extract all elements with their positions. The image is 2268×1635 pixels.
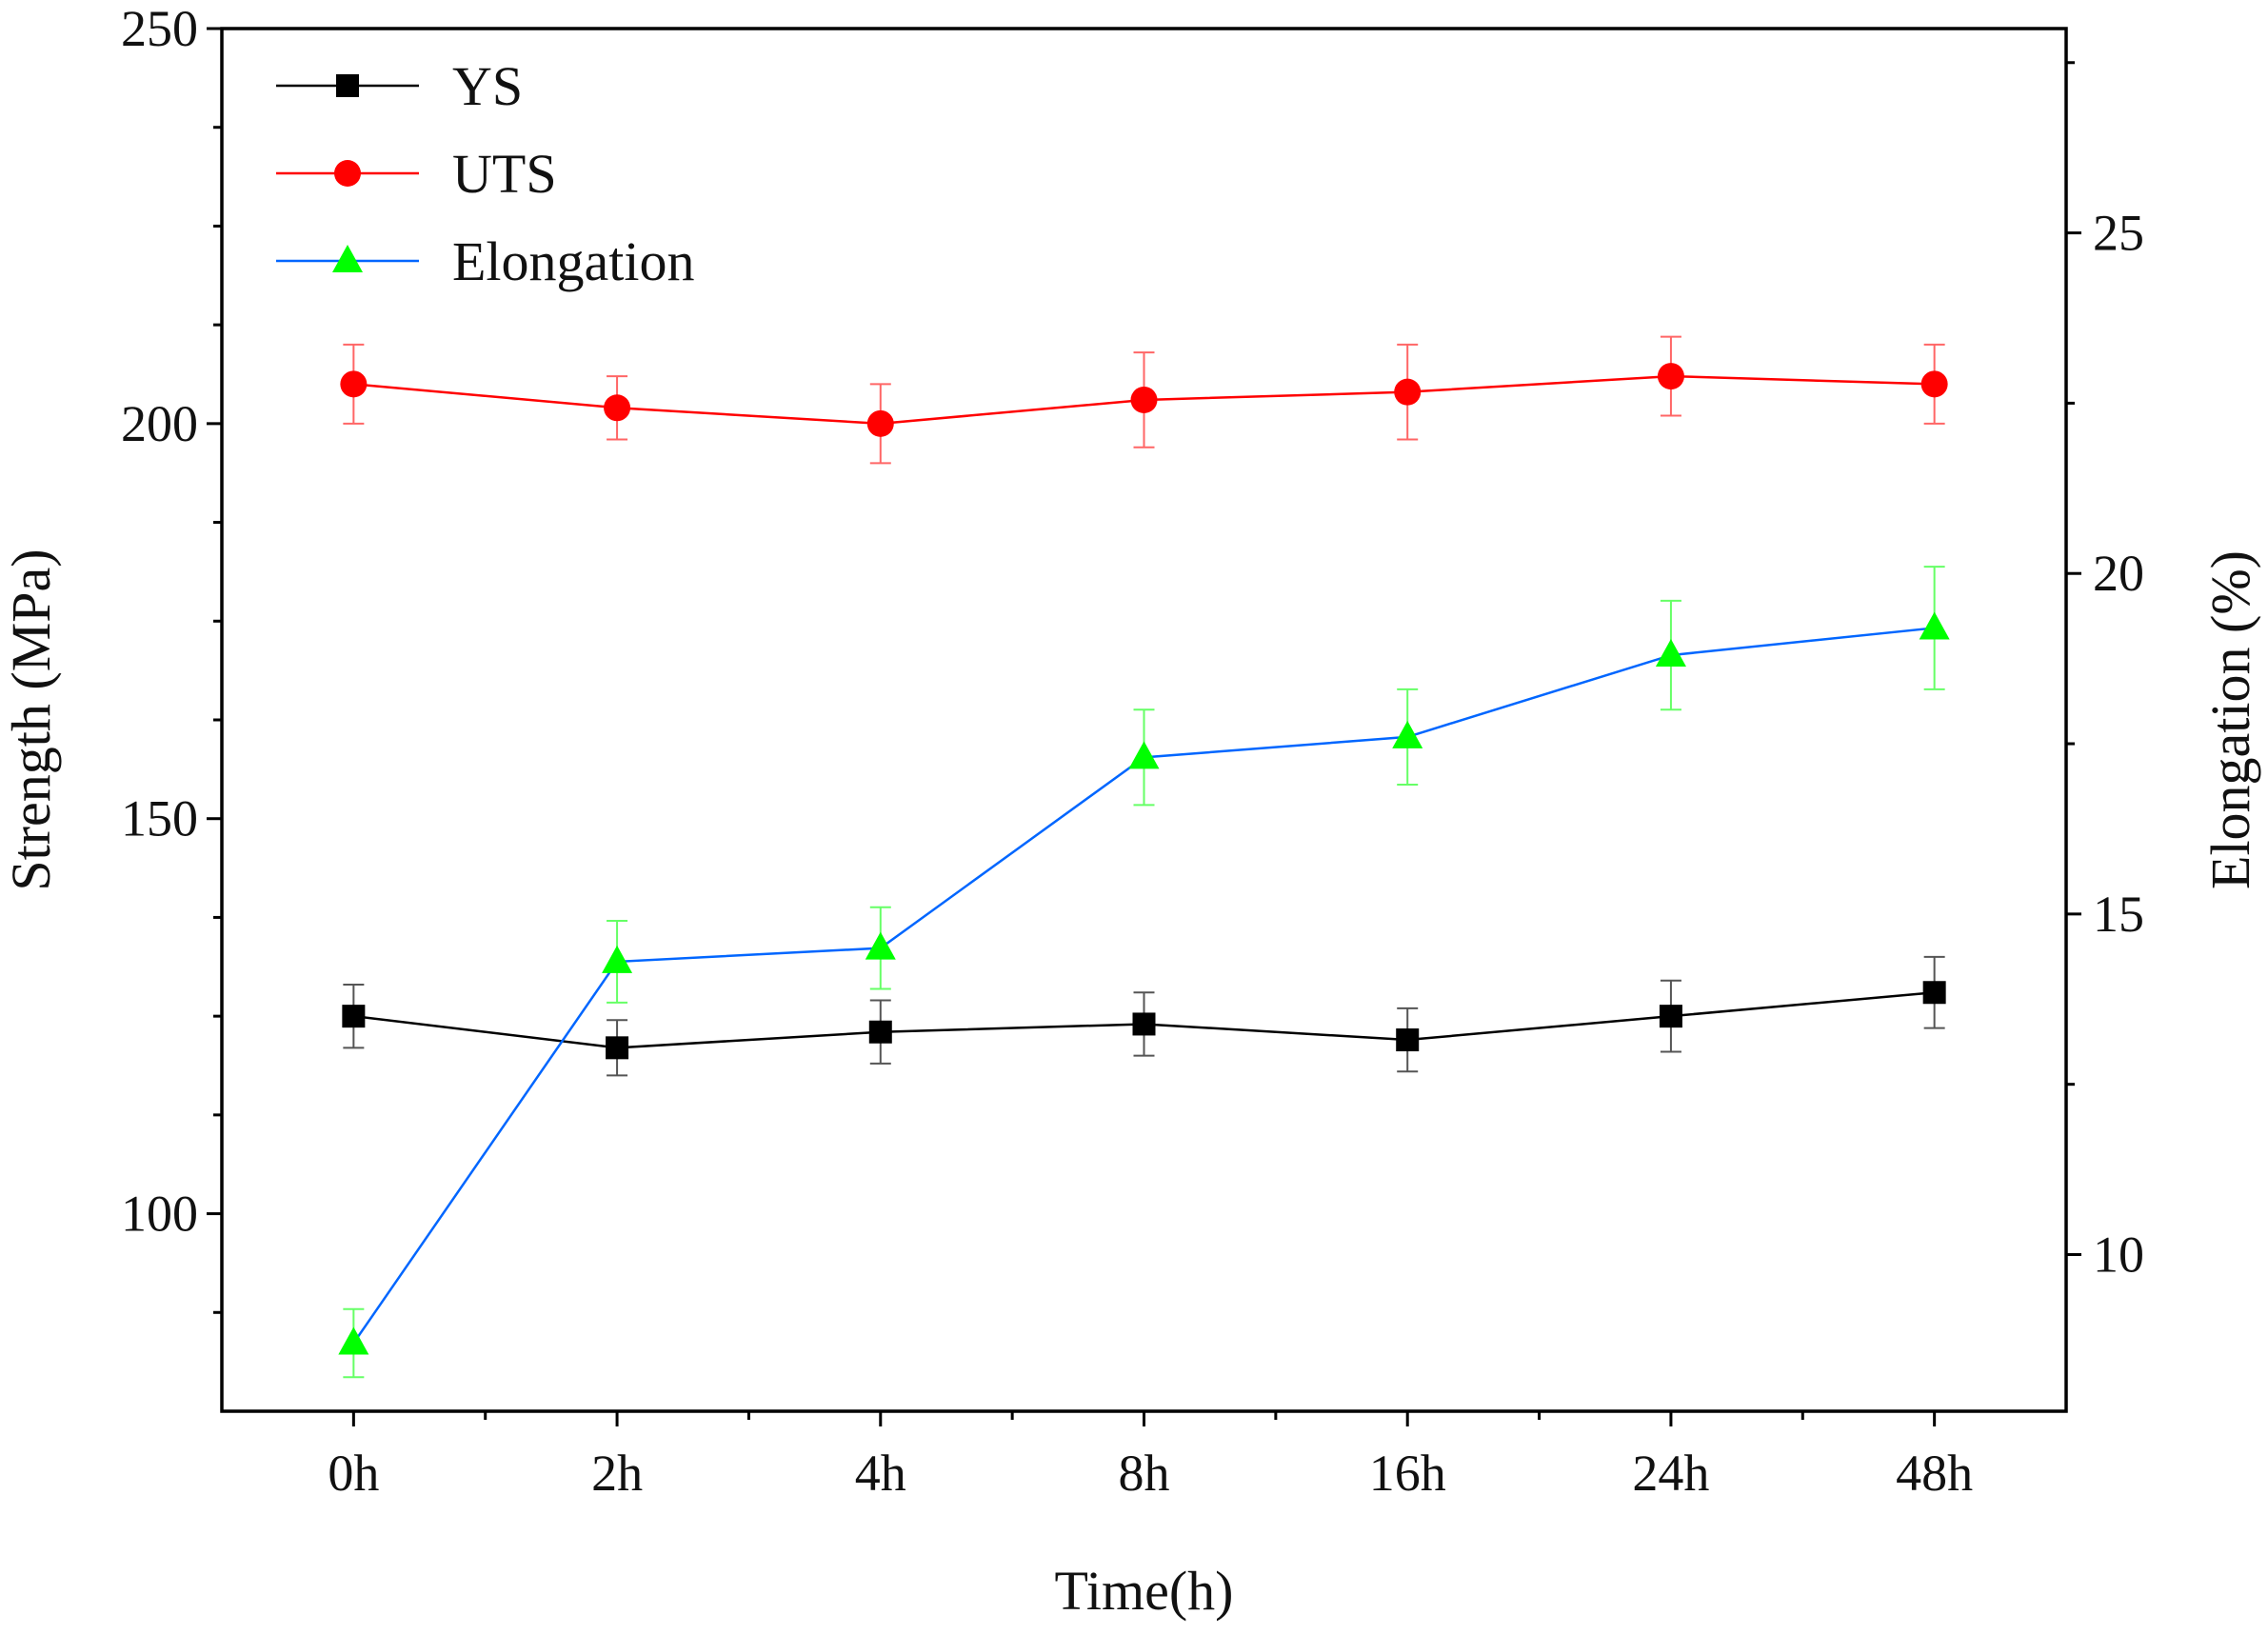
data-point-square bbox=[342, 1005, 366, 1028]
data-point-circle bbox=[866, 409, 894, 437]
data-point-triangle bbox=[1392, 720, 1423, 748]
x-tick-label: 16h bbox=[1369, 1445, 1446, 1502]
y2-tick-label: 20 bbox=[2093, 545, 2144, 602]
data-point-circle bbox=[604, 394, 631, 422]
data-point-circle bbox=[1130, 386, 1158, 413]
plot-area bbox=[338, 335, 1950, 1379]
data-point-circle bbox=[340, 370, 368, 398]
legend-entry-uts: UTS bbox=[276, 143, 557, 205]
data-point-triangle bbox=[338, 1326, 369, 1355]
data-point-square bbox=[1396, 1028, 1420, 1052]
data-point-triangle bbox=[602, 945, 633, 973]
y-tick-label: 150 bbox=[121, 790, 198, 847]
y-tick-label: 250 bbox=[121, 0, 198, 57]
y-tick-label: 100 bbox=[121, 1186, 198, 1243]
data-point-circle bbox=[1657, 363, 1684, 390]
legend-label: UTS bbox=[452, 143, 557, 205]
x-tick-label: 48h bbox=[1896, 1445, 1973, 1502]
data-point-square bbox=[1922, 981, 1946, 1005]
data-point-circle bbox=[1394, 378, 1422, 406]
data-point-triangle bbox=[865, 931, 896, 960]
y-tick-label: 200 bbox=[121, 395, 198, 452]
data-point-circle bbox=[1920, 370, 1948, 398]
y2-axis-title: Elongation (%) bbox=[2199, 550, 2261, 889]
x-tick-label: 24h bbox=[1632, 1445, 1709, 1502]
legend-entry-elongation: Elongation bbox=[276, 230, 695, 292]
series-elongation bbox=[338, 566, 1950, 1379]
legend-label: Elongation bbox=[452, 230, 695, 292]
x-tick-label: 8h bbox=[1119, 1445, 1170, 1502]
data-point-triangle bbox=[1655, 639, 1686, 668]
data-point-square bbox=[868, 1020, 892, 1044]
data-point-square bbox=[336, 74, 359, 97]
data-point-circle bbox=[334, 160, 361, 187]
data-point-triangle bbox=[1128, 741, 1160, 769]
y2-tick-label: 25 bbox=[2093, 205, 2144, 262]
data-point-square bbox=[606, 1036, 629, 1060]
legend: YS UTS Elongation bbox=[276, 55, 695, 292]
data-point-square bbox=[1132, 1012, 1156, 1036]
data-point-square bbox=[1659, 1005, 1682, 1028]
x-tick-label: 4h bbox=[855, 1445, 906, 1502]
series-ys bbox=[342, 955, 1946, 1077]
x-tick-label: 2h bbox=[591, 1445, 643, 1502]
data-point-triangle bbox=[332, 245, 363, 272]
x-axis-title: Time(h) bbox=[1055, 1560, 1234, 1622]
x-tick-label: 0h bbox=[328, 1445, 379, 1502]
y2-tick-label: 15 bbox=[2093, 886, 2144, 943]
legend-label: YS bbox=[452, 55, 523, 117]
data-point-triangle bbox=[1919, 611, 1950, 640]
series-uts bbox=[340, 335, 1948, 465]
legend-entry-ys: YS bbox=[276, 55, 523, 117]
y2-tick-label: 10 bbox=[2093, 1226, 2144, 1283]
y-axis-title: Strength (MPa) bbox=[0, 548, 62, 890]
